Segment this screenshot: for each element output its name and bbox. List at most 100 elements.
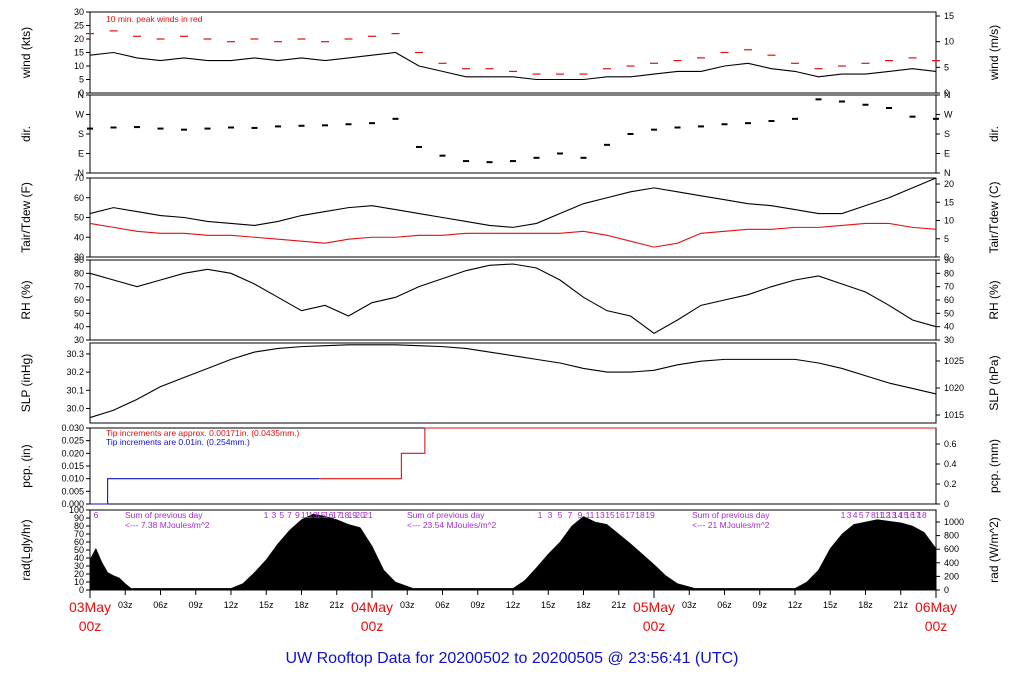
rad-ylabel-left: rad(Lgly/hr) bbox=[19, 519, 33, 580]
dir-point bbox=[439, 154, 446, 157]
dir-point bbox=[745, 122, 751, 125]
rad-daily-sum-value: <--- 23.54 MJoules/m^2 bbox=[407, 520, 497, 530]
dir-right-tick-label: E bbox=[944, 149, 950, 159]
slp-right-tick-label: 1020 bbox=[944, 383, 964, 393]
dir-left-tick-label: W bbox=[76, 110, 85, 120]
rad-hour-label: 7 bbox=[287, 510, 292, 520]
slp-ylabel-left: SLP (inHg) bbox=[19, 354, 33, 412]
slp-ylabel-right: SLP (hPa) bbox=[987, 355, 1001, 410]
rh-right-tick-label: 40 bbox=[944, 322, 954, 332]
rad-daily-sum-title: Sum of previous day bbox=[125, 510, 203, 520]
rad-hour-label: 9 bbox=[578, 510, 583, 520]
wind-left-tick-label: 25 bbox=[74, 21, 84, 31]
rad-hour-label: 18 bbox=[917, 510, 927, 520]
wind-annotation: 10 min. peak winds in red bbox=[106, 14, 203, 24]
rh-left-tick-label: 60 bbox=[74, 295, 84, 305]
wind-left-tick-label: 10 bbox=[74, 61, 84, 71]
rad-left-tick-label: 80 bbox=[74, 521, 84, 531]
dir-point bbox=[698, 125, 704, 128]
temp-left-tick-label: 40 bbox=[74, 232, 84, 242]
pcp-right-tick-label: 0.4 bbox=[944, 459, 957, 469]
x-tick-label: 12z bbox=[224, 600, 239, 610]
rad-hour-label: 18 bbox=[340, 510, 350, 520]
dir-point bbox=[768, 120, 775, 122]
slp-left-tick-label: 30.3 bbox=[66, 349, 84, 359]
rad-hour-label: 3 bbox=[548, 510, 553, 520]
wind-ylabel-left: wind (kts) bbox=[19, 27, 33, 79]
dir-point bbox=[533, 156, 540, 159]
pcp-series-line bbox=[319, 427, 936, 480]
dir-point bbox=[157, 127, 164, 130]
dir-point bbox=[862, 103, 869, 106]
rad-hour-label: 13 bbox=[308, 510, 318, 520]
temp-ylabel-left: Tair/Tdew (F) bbox=[19, 182, 33, 253]
slp-series-line bbox=[89, 344, 937, 419]
x-tick-label: 06z bbox=[717, 600, 732, 610]
dir-point bbox=[416, 146, 422, 148]
rad-left-tick-label: 30 bbox=[74, 561, 84, 571]
rad-left-tick-label: 100 bbox=[69, 505, 84, 515]
pcp-right-tick-label: 0.6 bbox=[944, 439, 957, 449]
dir-point bbox=[557, 152, 563, 155]
pcp-annotation: Tip increments are 0.01in. (0.254mm.) bbox=[106, 437, 250, 447]
rad-hour-label: 16 bbox=[615, 510, 625, 520]
rad-hour-label: 7 bbox=[865, 510, 870, 520]
x-tick-label: 09z bbox=[752, 600, 767, 610]
rad-panel: 010203040506070809010002004006008001000r… bbox=[19, 505, 1001, 595]
dir-point bbox=[134, 126, 140, 129]
dir-point bbox=[345, 123, 352, 126]
pcp-annotation: Tip increments are approx. 0.00171in. (0… bbox=[106, 428, 300, 438]
rad-hour-label: 17 bbox=[332, 510, 342, 520]
wind-series-line bbox=[89, 51, 937, 81]
x-tick-label: 21z bbox=[329, 600, 344, 610]
day-label-hour: 00z bbox=[79, 618, 102, 634]
rad-daily-sum-title: Sum of previous day bbox=[407, 510, 485, 520]
rad-hour-label: 5 bbox=[558, 510, 563, 520]
rad-hour-label: 19 bbox=[348, 510, 358, 520]
rad-hour-label: 19 bbox=[645, 510, 655, 520]
dir-right-tick-label: S bbox=[944, 129, 950, 139]
dir-point bbox=[886, 107, 892, 109]
rh-right-tick-label: 60 bbox=[944, 295, 954, 305]
rad-hour-label: 5 bbox=[279, 510, 284, 520]
x-tick-label: 06z bbox=[435, 600, 450, 610]
rad-left-tick-label: 60 bbox=[74, 537, 84, 547]
temp-right-tick-label: 5 bbox=[944, 234, 949, 244]
x-tick-label: 18z bbox=[858, 600, 873, 610]
rad-hour-label: 17 bbox=[625, 510, 635, 520]
pcp-series-line bbox=[90, 478, 320, 505]
rh-frame bbox=[89, 259, 937, 341]
wind-left-tick-label: 30 bbox=[74, 7, 84, 17]
temp-left-tick-label: 70 bbox=[74, 173, 84, 183]
dir-point bbox=[651, 128, 657, 131]
slp-left-tick-label: 30.2 bbox=[66, 367, 84, 377]
rad-left-tick-label: 40 bbox=[74, 553, 84, 563]
rh-left-tick-label: 30 bbox=[74, 335, 84, 345]
temp-right-tick-label: 20 bbox=[944, 179, 954, 189]
rh-left-tick-label: 90 bbox=[74, 255, 84, 265]
dir-left-tick-label: N bbox=[78, 168, 85, 178]
footer-title: UW Rooftop Data for 20200502 to 20200505… bbox=[285, 650, 739, 667]
rad-left-tick-label: 20 bbox=[74, 569, 84, 579]
x-tick-label: 12z bbox=[788, 600, 803, 610]
dir-point bbox=[369, 122, 375, 125]
temp-ylabel-right: Tair/Tdew (C) bbox=[987, 181, 1001, 253]
temp-right-tick-label: 0 bbox=[944, 252, 949, 262]
wind-left-tick-label: 0 bbox=[79, 88, 84, 98]
pcp-ylabel-right: pcp. (mm) bbox=[987, 439, 1001, 493]
dir-point bbox=[392, 117, 399, 120]
wind-right-tick-label: 15 bbox=[944, 11, 954, 21]
rh-ylabel-right: RH (%) bbox=[987, 280, 1001, 319]
dir-point bbox=[604, 143, 610, 146]
pcp-left-tick-label: 0.010 bbox=[61, 474, 84, 484]
dir-left-tick-label: E bbox=[78, 149, 84, 159]
rad-right-tick-label: 0 bbox=[944, 585, 949, 595]
slp-frame bbox=[89, 342, 937, 424]
day-label-hour: 00z bbox=[925, 618, 948, 634]
day-label-hour: 00z bbox=[361, 618, 384, 634]
dir-point bbox=[815, 98, 822, 101]
rh-right-tick-label: 90 bbox=[944, 255, 954, 265]
rad-hour-label: 15 bbox=[899, 510, 909, 520]
rad-hour-label: 17 bbox=[911, 510, 921, 520]
